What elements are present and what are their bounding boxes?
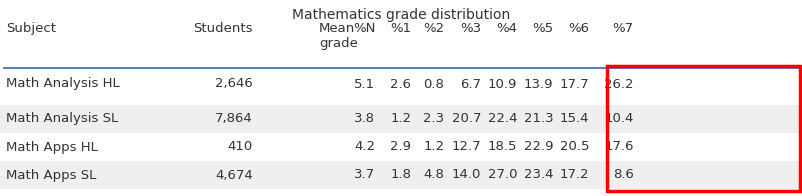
Text: 1.2: 1.2 [391, 113, 411, 125]
Text: Mathematics grade distribution: Mathematics grade distribution [292, 8, 510, 22]
Text: 5.1: 5.1 [354, 77, 375, 91]
Text: 22.4: 22.4 [488, 113, 517, 125]
Text: 23.4: 23.4 [524, 169, 553, 181]
Text: Students: Students [193, 22, 253, 35]
Text: 4.2: 4.2 [354, 141, 375, 153]
Bar [607, 66, 800, 191]
Text: %2: %2 [423, 22, 444, 35]
Text: 22.9: 22.9 [524, 141, 553, 153]
Text: %4: %4 [496, 22, 517, 35]
Text: 20.7: 20.7 [452, 113, 481, 125]
Text: %6: %6 [569, 22, 589, 35]
Text: %5: %5 [533, 22, 553, 35]
Text: 410: 410 [228, 141, 253, 153]
Text: Math Apps HL: Math Apps HL [6, 141, 99, 153]
Text: %1: %1 [391, 22, 411, 35]
Text: 4,674: 4,674 [215, 169, 253, 181]
Text: 10.9: 10.9 [488, 77, 517, 91]
Text: 20.5: 20.5 [560, 141, 589, 153]
Text: 17.7: 17.7 [560, 77, 589, 91]
Text: 17.2: 17.2 [560, 169, 589, 181]
Text: 18.5: 18.5 [488, 141, 517, 153]
Text: %N: %N [353, 22, 375, 35]
Text: 4.8: 4.8 [423, 169, 444, 181]
Text: 1.2: 1.2 [423, 141, 444, 153]
Text: 0.8: 0.8 [423, 77, 444, 91]
Text: 2.3: 2.3 [423, 113, 444, 125]
Text: 27.0: 27.0 [488, 169, 517, 181]
Bar [0, 105, 802, 133]
Text: 1.8: 1.8 [391, 169, 411, 181]
Text: 2.9: 2.9 [391, 141, 411, 153]
Bar [0, 70, 802, 98]
Text: Math Analysis HL: Math Analysis HL [6, 77, 120, 91]
Text: Subject: Subject [6, 22, 56, 35]
Bar [0, 133, 802, 161]
Text: 15.4: 15.4 [560, 113, 589, 125]
Text: Math Apps SL: Math Apps SL [6, 169, 97, 181]
Text: 26.2: 26.2 [604, 77, 634, 91]
Text: 3.8: 3.8 [354, 113, 375, 125]
Text: 14.0: 14.0 [452, 169, 481, 181]
Text: 2,646: 2,646 [215, 77, 253, 91]
Text: 8.6: 8.6 [613, 169, 634, 181]
Text: 2.6: 2.6 [391, 77, 411, 91]
Text: Mean
grade: Mean grade [319, 22, 358, 50]
Bar [0, 161, 802, 189]
Text: 10.4: 10.4 [604, 113, 634, 125]
Text: 6.7: 6.7 [460, 77, 481, 91]
Text: %7: %7 [613, 22, 634, 35]
Text: 7,864: 7,864 [215, 113, 253, 125]
Text: 21.3: 21.3 [524, 113, 553, 125]
Text: 17.6: 17.6 [604, 141, 634, 153]
Text: %3: %3 [460, 22, 481, 35]
Text: Math Analysis SL: Math Analysis SL [6, 113, 119, 125]
Text: 3.7: 3.7 [354, 169, 375, 181]
Text: 12.7: 12.7 [452, 141, 481, 153]
Text: 13.9: 13.9 [524, 77, 553, 91]
